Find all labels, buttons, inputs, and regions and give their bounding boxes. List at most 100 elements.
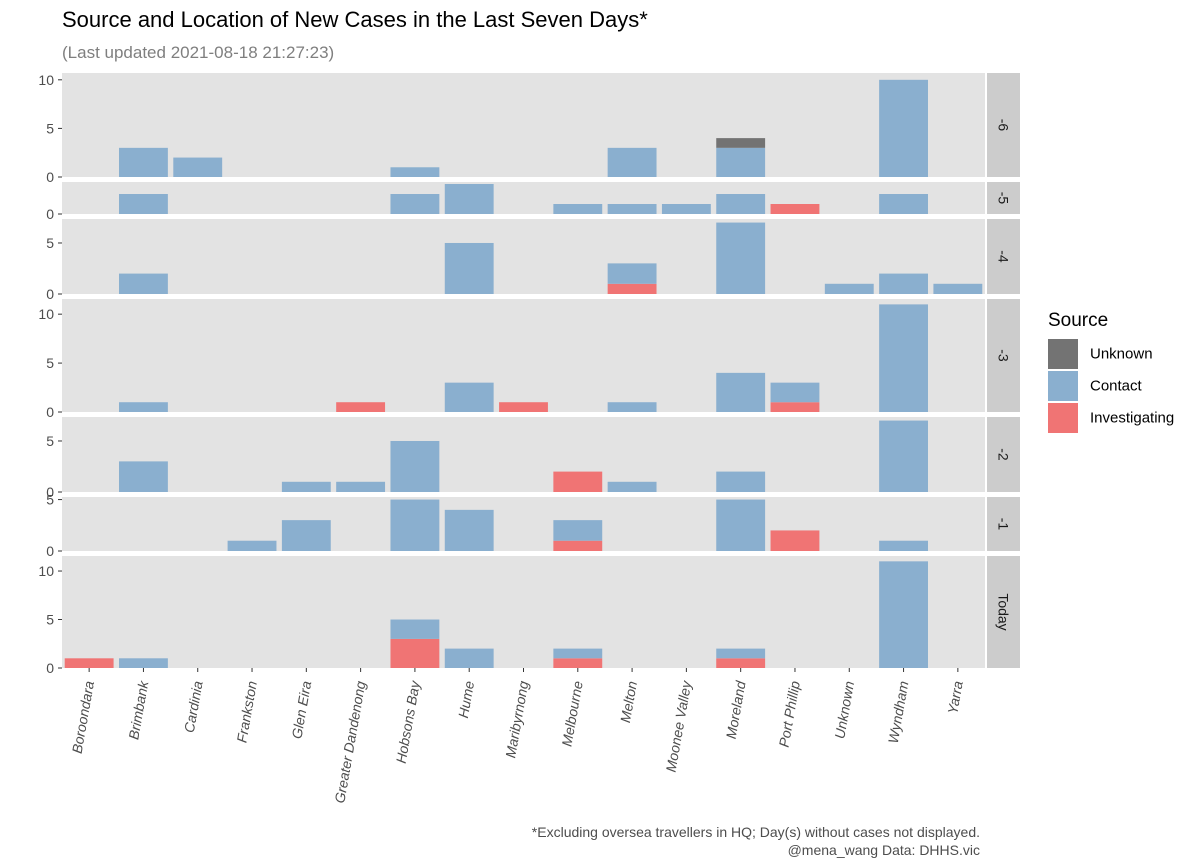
bar-contact-hume — [444, 648, 494, 668]
bar-contact-melton — [607, 204, 657, 214]
x-tick-label: Yarra — [944, 680, 966, 716]
bar-investigating-melbourne — [553, 658, 603, 668]
y-tick-label: 0 — [46, 206, 54, 222]
bar-contact-wyndham — [879, 194, 928, 214]
panel-1: -1 0 5 — [46, 492, 1020, 559]
bar-contact-frankston — [227, 540, 277, 551]
bar-contact-hobsons-bay — [390, 440, 440, 492]
bar-investigating-port-phillip — [770, 530, 820, 551]
y-tick-label: 5 — [46, 355, 54, 371]
bar-contact-yarra — [933, 283, 983, 294]
bar-contact-glen-eira — [281, 481, 331, 492]
legend-label-unknown: Unknown — [1090, 346, 1153, 363]
bar-contact-hume — [444, 509, 494, 551]
bar-contact-brimbank — [119, 273, 168, 294]
bar-contact-melton — [607, 147, 657, 177]
x-tick-label: Glen Eira — [288, 680, 314, 740]
caption-note: *Excluding oversea travellers in HQ; Day… — [532, 824, 980, 840]
panel-4: -4 0 5 — [46, 219, 1020, 302]
facet-strip-label: Today — [996, 593, 1012, 630]
bar-contact-moreland — [716, 648, 766, 659]
facet-strip — [987, 73, 1020, 177]
bar-contact-hobsons-bay — [390, 194, 440, 214]
facet-strip-label: -3 — [996, 349, 1012, 362]
bar-contact-wyndham — [879, 304, 928, 412]
bar-contact-moonee-valley — [661, 204, 711, 214]
facet-strip-label: -5 — [996, 192, 1012, 205]
bar-contact-unknown — [824, 283, 874, 294]
x-tick-label: Frankston — [233, 680, 260, 744]
y-tick-label: 5 — [46, 120, 54, 136]
bar-contact-moreland — [716, 372, 766, 412]
facet-strip — [987, 497, 1020, 551]
y-tick-label: 0 — [46, 484, 54, 500]
x-tick-label: Brimbank — [125, 679, 151, 741]
facet-strip — [987, 182, 1020, 214]
bar-investigating-port-phillip — [770, 402, 820, 412]
x-tick-label: Hobsons Bay — [393, 679, 423, 765]
bar-investigating-melbourne — [553, 471, 603, 492]
bar-contact-moreland — [716, 499, 766, 551]
bar-contact-wyndham — [879, 273, 928, 294]
bar-contact-wyndham — [879, 561, 928, 668]
chart-title: Source and Location of New Cases in the … — [62, 7, 648, 32]
bar-investigating-port-phillip — [770, 204, 820, 214]
bar-investigating-greater-dandenong — [336, 402, 386, 412]
x-axis: Boroondara Brimbank Cardinia Frankston Glen … — [69, 668, 966, 804]
legend-key-investigating — [1048, 403, 1078, 433]
panel-6: -6 0 5 10 — [38, 72, 1020, 185]
panel-5: -5 0 — [46, 182, 1020, 222]
bar-contact-hume — [444, 382, 494, 412]
bar-contact-moreland — [716, 471, 766, 492]
bar-contact-moreland — [716, 194, 766, 214]
x-tick-label: Moonee Valley — [663, 679, 695, 773]
legend-label-investigating: Investigating — [1090, 410, 1174, 427]
facet-strip-label: -1 — [996, 518, 1012, 531]
bar-contact-port-phillip — [770, 382, 820, 403]
bar-investigating-melton — [607, 283, 657, 294]
bar-contact-hobsons-bay — [390, 499, 440, 551]
facet-strip-label: -4 — [996, 250, 1012, 263]
legend-key-contact — [1048, 371, 1078, 401]
bar-contact-wyndham — [879, 79, 928, 177]
panel-background — [62, 219, 985, 294]
x-tick-label: Melton — [617, 680, 640, 724]
y-tick-label: 5 — [46, 612, 54, 628]
y-tick-label: 0 — [46, 404, 54, 420]
bar-investigating-moreland — [716, 658, 766, 668]
bar-unknown-moreland — [716, 138, 766, 148]
bar-contact-brimbank — [119, 658, 168, 668]
panel-background — [62, 299, 985, 412]
bar-contact-wyndham — [879, 540, 928, 551]
panel-background — [62, 417, 985, 492]
legend-key-unknown — [1048, 339, 1078, 369]
legend-title: Source — [1048, 310, 1108, 331]
y-tick-label: 0 — [46, 169, 54, 185]
y-tick-label: 5 — [46, 492, 54, 508]
x-tick-label: Unknown — [831, 680, 857, 740]
bar-contact-wyndham — [879, 420, 928, 492]
bar-contact-glen-eira — [281, 520, 331, 551]
bar-investigating-melbourne — [553, 540, 603, 551]
x-tick-label: Moreland — [723, 679, 749, 740]
bar-contact-brimbank — [119, 461, 168, 492]
bar-contact-brimbank — [119, 402, 168, 412]
bar-contact-greater-dandenong — [336, 481, 386, 492]
x-tick-label: Maribyrnong — [502, 680, 531, 760]
bar-contact-melton — [607, 263, 657, 284]
panel-today: Today 0 5 10 — [38, 556, 1020, 676]
y-tick-label: 10 — [38, 563, 54, 579]
bar-contact-melton — [607, 402, 657, 412]
facet-strip-label: -2 — [996, 448, 1012, 461]
x-tick-label: Cardinia — [181, 680, 206, 734]
legend-label-contact: Contact — [1090, 378, 1143, 395]
x-tick-label: Greater Dandenong — [331, 680, 368, 805]
facet-strip — [987, 299, 1020, 412]
bar-contact-hume — [444, 184, 494, 214]
x-tick-label: Boroondara — [69, 680, 97, 755]
facet-strip-label: -6 — [996, 119, 1012, 132]
bar-contact-melbourne — [553, 648, 603, 659]
bar-investigating-boroondara — [64, 658, 114, 668]
